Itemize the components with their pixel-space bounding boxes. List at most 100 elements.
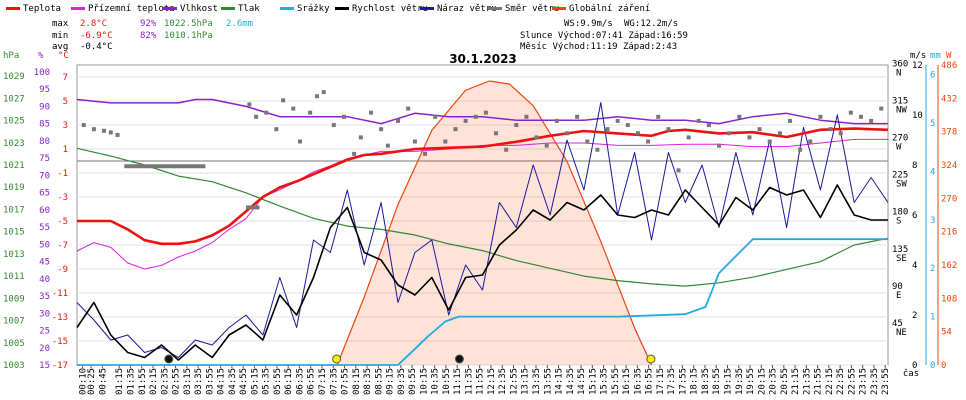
tick-time: 02:35 — [160, 368, 170, 395]
tick-time: 04:15 — [217, 368, 227, 395]
tick-direction-label: W — [896, 143, 902, 153]
wind-direction-point — [102, 128, 107, 133]
tick-celsius: -3 — [57, 193, 68, 203]
tick-ms: 0 — [912, 361, 917, 371]
tick-ms: 4 — [912, 261, 917, 271]
tick-hpa: 1027 — [3, 94, 25, 104]
legend-swatch — [420, 7, 434, 10]
wind-direction-point — [368, 110, 373, 115]
stats-max-temp: 2.8°C — [80, 19, 107, 29]
tick-time: 07:35 — [329, 368, 339, 395]
tick-mm: 5 — [930, 119, 935, 129]
tick-percent: 25 — [39, 327, 50, 337]
tick-percent: 100 — [34, 68, 50, 78]
stats-max-label: max — [52, 19, 69, 29]
tick-celsius: -1 — [57, 169, 68, 179]
wind-direction-point — [869, 118, 874, 123]
tick-hpa: 1023 — [3, 139, 25, 149]
tick-direction-label: E — [896, 291, 901, 301]
tick-mm: 1 — [930, 313, 935, 323]
wind-direction-point — [108, 130, 113, 135]
wind-direction-point — [514, 123, 519, 128]
tick-time: 13:15 — [521, 368, 531, 395]
tick-hpa: 1019 — [3, 183, 25, 193]
wind-direction-run — [245, 205, 260, 210]
wind-direction-point — [274, 127, 279, 132]
stats-max-press: 1022.5hPa — [164, 19, 213, 29]
wind-direction-point — [848, 110, 853, 115]
wind-direction-point — [247, 102, 252, 107]
wind-direction-point — [443, 139, 448, 144]
tick-celsius: -15 — [52, 337, 68, 347]
legend-label: Vlhkost — [180, 4, 218, 14]
series-temperature — [77, 127, 889, 246]
stats-avg-temp: -0.4°C — [80, 42, 113, 52]
legend-label: Globální záření — [569, 4, 650, 14]
tick-time: 09:35 — [397, 368, 407, 395]
tick-time: 21:15 — [791, 368, 801, 395]
tick-percent: 75 — [39, 154, 50, 164]
stats-max-hum: 92% — [140, 19, 157, 29]
wind-direction-run — [124, 164, 206, 169]
tick-hpa: 1025 — [3, 117, 25, 127]
wind-direction-point — [473, 114, 478, 119]
wind-direction-point — [453, 127, 458, 132]
tick-watts: 324 — [941, 161, 957, 171]
series-wind-speed — [76, 184, 888, 361]
tick-time: 00:25 — [87, 368, 97, 395]
tick-hpa: 1011 — [3, 272, 25, 282]
wind-direction-point — [254, 114, 259, 119]
tick-time: 06:55 — [307, 368, 317, 395]
tick-time: 13:55 — [543, 368, 553, 395]
wind-direction-point — [352, 151, 357, 156]
wind-direction-point — [686, 135, 691, 140]
wind-direction-point — [646, 139, 651, 144]
tick-time: 03:35 — [194, 368, 204, 395]
tick-time: 20:15 — [757, 368, 767, 395]
tick-time: 19:35 — [735, 368, 745, 395]
tick-time: 11:35 — [464, 368, 474, 395]
tick-percent: 90 — [39, 102, 50, 112]
wind-direction-point — [291, 106, 296, 111]
tick-time: 19:55 — [746, 368, 756, 395]
tick-time: 22:15 — [825, 368, 835, 395]
sun-marker — [646, 354, 656, 364]
tick-direction-label: NW — [896, 105, 907, 115]
wind-direction-point — [615, 118, 620, 123]
legend-label: Směr větru — [505, 4, 559, 14]
tick-direction-label: SW — [896, 180, 907, 190]
wind-direction-point — [676, 168, 681, 173]
tick-percent: 15 — [39, 361, 50, 371]
moon-times: Měsíc Východ:11:19 Západ:2:43 — [520, 42, 677, 52]
wind-direction-point — [585, 139, 590, 144]
wind-direction-point — [879, 106, 884, 111]
tick-percent: 45 — [39, 258, 50, 268]
wind-direction-point — [91, 127, 96, 132]
plot-area — [76, 80, 889, 366]
axis-unit-percent: % — [38, 51, 44, 61]
wind-direction-point — [838, 131, 843, 136]
wind-direction-point — [737, 114, 742, 119]
tick-time: 21:55 — [814, 368, 824, 395]
tick-time: 01:35 — [127, 368, 137, 395]
axis-unit-watts: W — [946, 51, 952, 61]
tick-time: 04:35 — [228, 368, 238, 395]
tick-percent: 85 — [39, 120, 50, 130]
legend-swatch — [221, 7, 235, 10]
tick-percent: 30 — [39, 309, 50, 319]
wind-direction-point — [727, 131, 732, 136]
wind-direction-point — [747, 135, 752, 140]
wind-direction-point — [423, 151, 428, 156]
wind-direction-point — [575, 114, 580, 119]
wind-direction-point — [605, 127, 610, 132]
stats-min-press: 1010.1hPa — [164, 31, 213, 41]
tick-time: 05:55 — [273, 368, 283, 395]
tick-direction: 360 — [892, 59, 908, 69]
wind-direction-point — [264, 110, 269, 115]
tick-celsius: -7 — [57, 241, 68, 251]
tick-time: 15:35 — [600, 368, 610, 395]
tick-hpa: 1007 — [3, 317, 25, 327]
tick-celsius: -5 — [57, 217, 68, 227]
tick-time: 05:35 — [262, 368, 272, 395]
x-axis-label: čas — [903, 368, 919, 379]
